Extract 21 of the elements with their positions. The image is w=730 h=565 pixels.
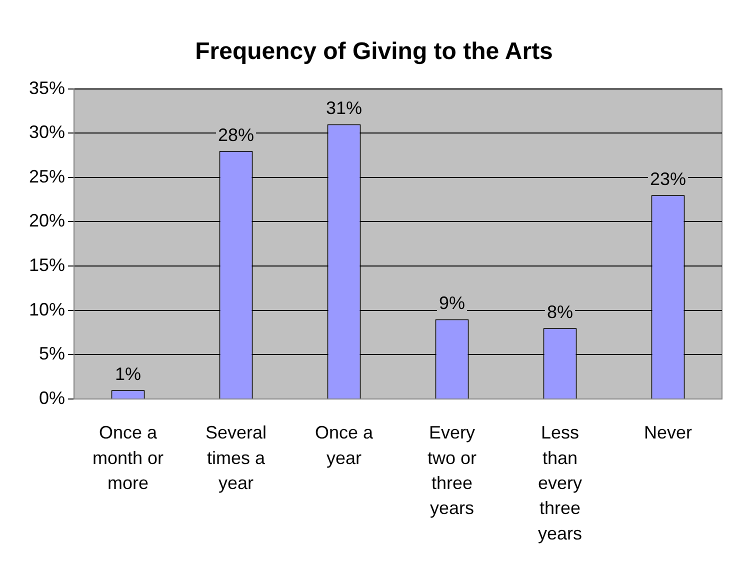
y-tick-label: 35%: [28, 78, 66, 98]
y-tick-label: 5%: [39, 344, 66, 364]
y-tick-label: 20%: [28, 210, 66, 231]
data-label: 28%: [218, 124, 254, 145]
y-tick-label: 10%: [28, 299, 66, 320]
data-label: 1%: [115, 364, 142, 384]
data-label: 9%: [439, 293, 466, 314]
y-tick-label: 30%: [28, 122, 66, 142]
x-tick-label: Never: [644, 422, 692, 443]
x-tick-label: Less than every three years: [538, 422, 582, 544]
y-tick-label: 0%: [39, 388, 66, 408]
x-tick-label: Once a month or more: [92, 422, 164, 493]
data-label: 31%: [326, 98, 362, 118]
y-tick-label: 25%: [28, 166, 66, 186]
y-tick-label: 15%: [28, 255, 66, 276]
x-tick-label: Once a year: [314, 422, 374, 468]
x-tick-label: Several times a year: [206, 422, 267, 493]
x-tick-label: Every two or three years: [427, 422, 477, 518]
data-label: 23%: [650, 169, 686, 190]
data-label: 8%: [547, 302, 574, 322]
chart-title: Frequency of Giving to the Arts: [195, 38, 553, 66]
